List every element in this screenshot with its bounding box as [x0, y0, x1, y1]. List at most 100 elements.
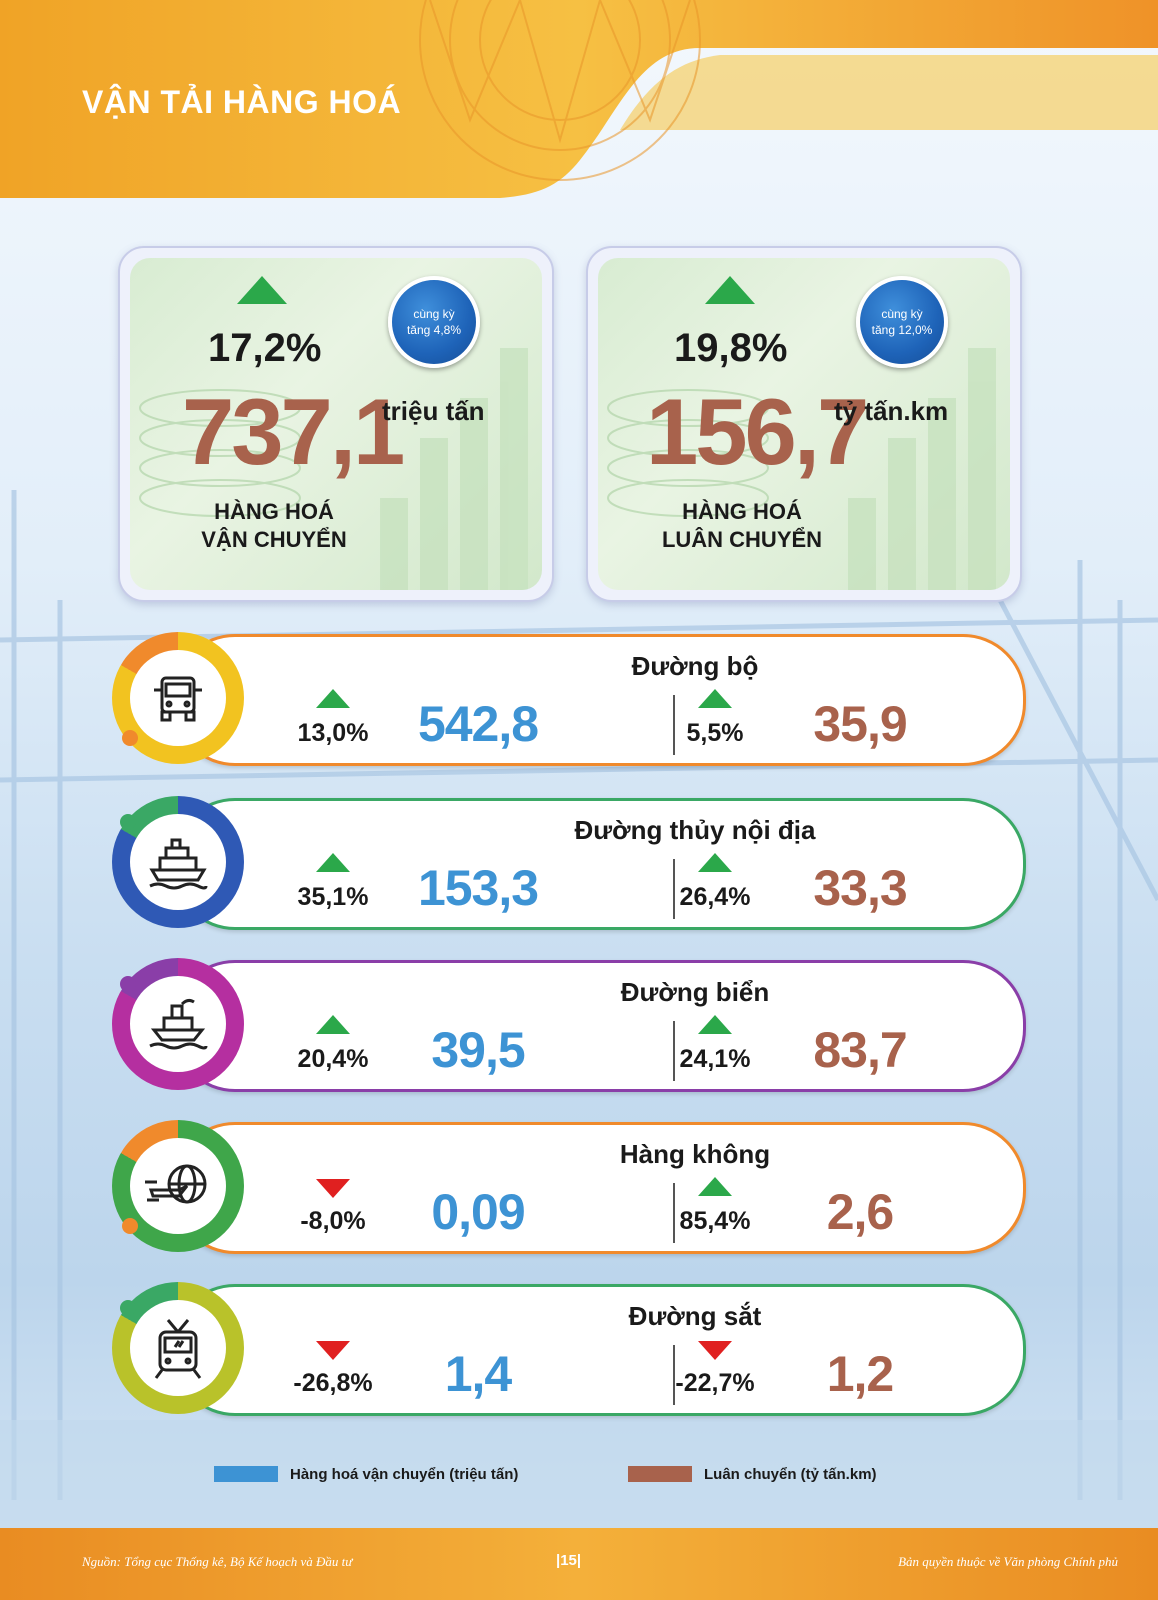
stat-label-line-1: HÀNG HOÁ: [214, 499, 334, 524]
divider: [673, 1345, 675, 1405]
divider: [673, 1021, 675, 1081]
stat-card-freight-transported: 17,2% cùng kỳ tăng 4,8% 737,1 triệu tấn …: [118, 246, 554, 602]
mode-pill: Đường sắt -26,8% 1,4 -22,7% 1,2: [172, 1284, 1026, 1416]
ring-accent-dot: [122, 730, 138, 746]
stat-change-percent: 19,8%: [674, 326, 788, 370]
legend-swatch-brown: [628, 1466, 692, 1482]
rotation-value: 33,3: [813, 860, 907, 916]
mode-pill: Hàng không -8,0% 0,09 85,4% 2,6: [172, 1122, 1026, 1254]
rotation-change-percent: -22,7%: [675, 1369, 755, 1397]
transport-change-percent: 20,4%: [297, 1045, 369, 1073]
ferry-icon: [149, 838, 208, 890]
increase-arrow-icon: [237, 276, 287, 304]
mode-icon-ring: [112, 796, 244, 928]
mode-title: Đường biển: [620, 977, 770, 1007]
transport-change-percent: -8,0%: [300, 1207, 366, 1235]
stat-change-percent: 17,2%: [208, 326, 322, 370]
mode-title: Đường sắt: [628, 1301, 762, 1331]
mode-icon-ring: [112, 1282, 244, 1414]
divider: [673, 1183, 675, 1243]
mode-row-inland-waterway: Đường thủy nội địa 35,1% 153,3 26,4% 33,…: [112, 796, 1026, 930]
mode-icon-ring: [112, 1120, 244, 1252]
ring-accent-dot: [122, 1218, 138, 1234]
ship-icon: [149, 998, 208, 1050]
page-number: |15|: [556, 1552, 582, 1569]
page-header: VẬN TẢI HÀNG HOÁ: [0, 0, 1158, 200]
same-period-badge: cùng kỳ tăng 12,0%: [856, 276, 948, 368]
decrease-arrow-icon: [316, 1179, 350, 1198]
ring-accent-dot: [120, 1300, 136, 1316]
stat-unit: triệu tấn: [382, 396, 485, 426]
badge-line-2: tăng 12,0%: [871, 323, 933, 337]
transport-value: 1,4: [444, 1346, 513, 1402]
transport-change-percent: -26,8%: [293, 1369, 373, 1397]
mode-row-road: Đường bộ 13,0% 542,8 5,5% 35,9: [112, 632, 1026, 766]
transport-value: 0,09: [431, 1184, 525, 1240]
stat-card-freight-rotation: 19,8% cùng kỳ tăng 12,0% 156,7 tỷ tấn.km…: [586, 246, 1022, 602]
background-chart-graphic: [607, 348, 996, 590]
legend-label: Hàng hoá vận chuyển (triệu tấn): [290, 1465, 519, 1483]
mode-icon-circle: [130, 650, 226, 746]
airplane-globe-icon: [145, 1164, 207, 1204]
rotation-change-percent: 24,1%: [679, 1045, 751, 1073]
ring-accent-dot: [120, 976, 136, 992]
increase-arrow-icon: [698, 1177, 732, 1196]
stat-main-value: 156,7: [646, 379, 869, 484]
mode-icon-circle: [130, 1138, 226, 1234]
rotation-value: 83,7: [813, 1022, 907, 1078]
transport-value: 39,5: [431, 1022, 525, 1078]
increase-arrow-icon: [698, 853, 732, 872]
train-icon: [154, 1319, 202, 1379]
mode-title: Đường thủy nội địa: [574, 815, 816, 845]
page-title: VẬN TẢI HÀNG HOÁ: [82, 84, 402, 120]
rotation-change-percent: 85,4%: [679, 1207, 751, 1235]
mode-icon-ring: [112, 958, 244, 1090]
increase-arrow-icon: [316, 853, 350, 872]
legend-item-transport: Hàng hoá vận chuyển (triệu tấn): [214, 1464, 518, 1484]
rotation-value: 35,9: [813, 696, 907, 752]
transport-value: 153,3: [417, 860, 539, 916]
rotation-value: 2,6: [826, 1184, 895, 1240]
rotation-change-percent: 26,4%: [679, 883, 751, 911]
mode-title: Hàng không: [619, 1139, 771, 1169]
legend-label: Luân chuyển (tỷ tấn.km): [704, 1465, 877, 1483]
transport-value: 542,8: [417, 696, 539, 752]
mode-pill: Đường bộ 13,0% 542,8 5,5% 35,9: [172, 634, 1026, 766]
badge-line-1: cùng kỳ: [881, 307, 923, 321]
mode-row-sea: Đường biển 20,4% 39,5 24,1% 83,7: [112, 958, 1026, 1092]
divider: [673, 695, 675, 755]
mode-title: Đường bộ: [631, 651, 759, 681]
header-banner: [0, 0, 1158, 198]
mode-row-rail: Đường sắt -26,8% 1,4 -22,7% 1,2: [112, 1282, 1026, 1416]
legend-item-rotation: Luân chuyển (tỷ tấn.km): [628, 1464, 877, 1484]
mode-pill: Đường biển 20,4% 39,5 24,1% 83,7: [172, 960, 1026, 1092]
copyright-note: Bản quyền thuộc về Văn phòng Chính phủ: [898, 1554, 1118, 1569]
rotation-value: 1,2: [826, 1346, 895, 1402]
decrease-arrow-icon: [698, 1341, 732, 1360]
increase-arrow-icon: [316, 1015, 350, 1034]
increase-arrow-icon: [705, 276, 755, 304]
stat-main-value: 737,1: [182, 379, 405, 484]
source-note: Nguồn: Tổng cục Thống kê, Bộ Kế hoạch và…: [82, 1554, 353, 1569]
stat-label-line-1: HÀNG HOÁ: [682, 499, 802, 524]
stat-label: HÀNG HOÁ LUÂN CHUYỂN: [642, 498, 842, 554]
increase-arrow-icon: [316, 689, 350, 708]
transport-change-percent: 35,1%: [297, 883, 369, 911]
stat-label-line-2: VẬN CHUYỂN: [201, 527, 347, 552]
legend-swatch-blue: [214, 1466, 278, 1482]
stat-label-line-2: LUÂN CHUYỂN: [661, 527, 823, 552]
transport-change-percent: 13,0%: [297, 719, 369, 747]
same-period-badge: cùng kỳ tăng 4,8%: [388, 276, 480, 368]
mode-icon-ring: [112, 632, 244, 764]
badge-line-1: cùng kỳ: [413, 307, 455, 321]
divider: [673, 859, 675, 919]
increase-arrow-icon: [698, 1015, 732, 1034]
mode-icon-circle: [130, 1300, 226, 1396]
mode-icon-circle: [130, 976, 226, 1072]
increase-arrow-icon: [698, 689, 732, 708]
truck-icon: [154, 676, 202, 722]
mode-pill: Đường thủy nội địa 35,1% 153,3 26,4% 33,…: [172, 798, 1026, 930]
stat-unit: tỷ tấn.km: [834, 396, 949, 426]
mode-row-air: Hàng không -8,0% 0,09 85,4% 2,6: [112, 1120, 1026, 1254]
